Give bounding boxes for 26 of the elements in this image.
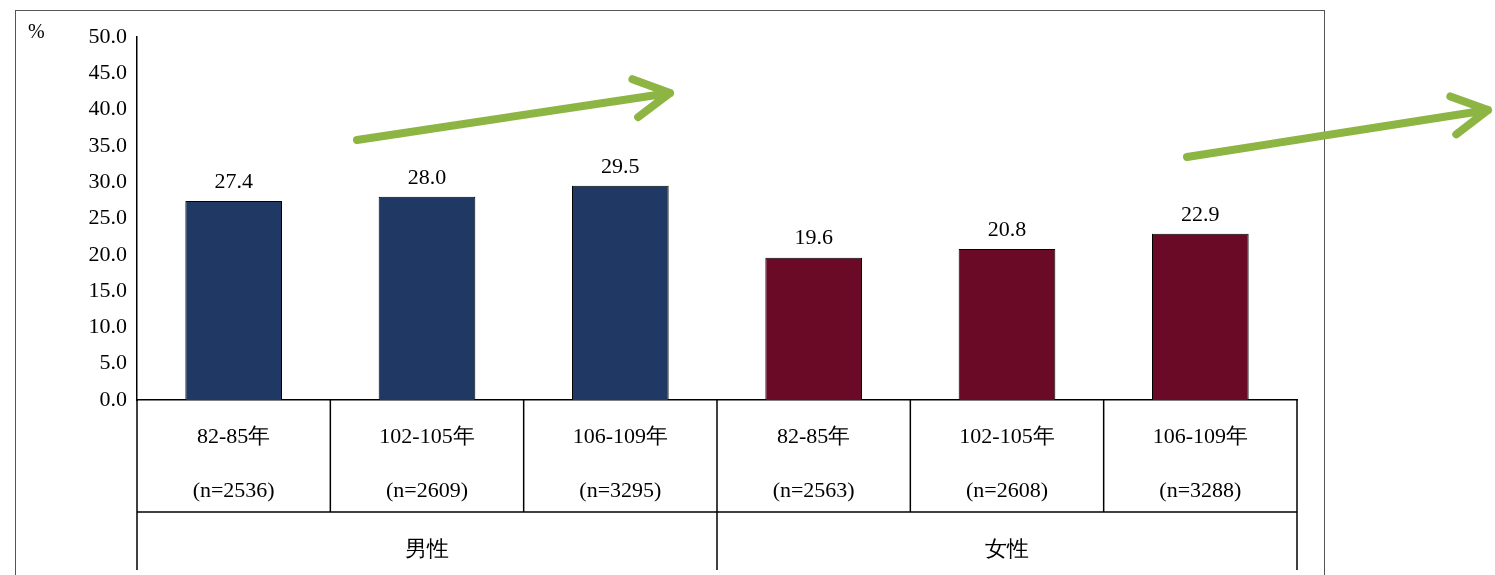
- y-tick-label: 5.0: [99, 349, 127, 375]
- data-label: 19.6: [794, 224, 833, 250]
- text: 女性: [985, 535, 1029, 561]
- y-axis-title: %: [28, 20, 45, 43]
- category-label: 106-109年 (n=3288): [1152, 422, 1248, 502]
- data-label: 27.4: [214, 167, 253, 193]
- y-tick-label: 45.0: [88, 59, 127, 85]
- y-tick-label: 10.0: [88, 313, 127, 339]
- category-label: 102-105年 (n=2609): [379, 422, 475, 502]
- data-label: 29.5: [601, 152, 640, 178]
- y-tick-label: 35.0: [88, 131, 127, 157]
- text: 男性: [405, 535, 449, 561]
- data-label: 28.0: [407, 163, 447, 189]
- category-label: 82-85年 (n=2536): [192, 422, 275, 502]
- category-label: 82-85年 (n=2563): [772, 422, 855, 502]
- y-tick-label: 0.0: [99, 385, 127, 411]
- y-tick-label: 25.0: [88, 204, 127, 230]
- data-label: 22.9: [1181, 200, 1220, 226]
- y-tick-label: 40.0: [88, 95, 127, 121]
- y-tick-label: 15.0: [88, 276, 127, 302]
- y-tick-label: 30.0: [88, 167, 127, 193]
- category-label: 102-105年 (n=2608): [959, 422, 1055, 502]
- data-label: 20.8: [987, 215, 1027, 241]
- y-tick-label: 50.0: [88, 22, 127, 48]
- category-label: 106-109年 (n=3295): [572, 422, 668, 502]
- y-tick-label: 20.0: [88, 240, 127, 266]
